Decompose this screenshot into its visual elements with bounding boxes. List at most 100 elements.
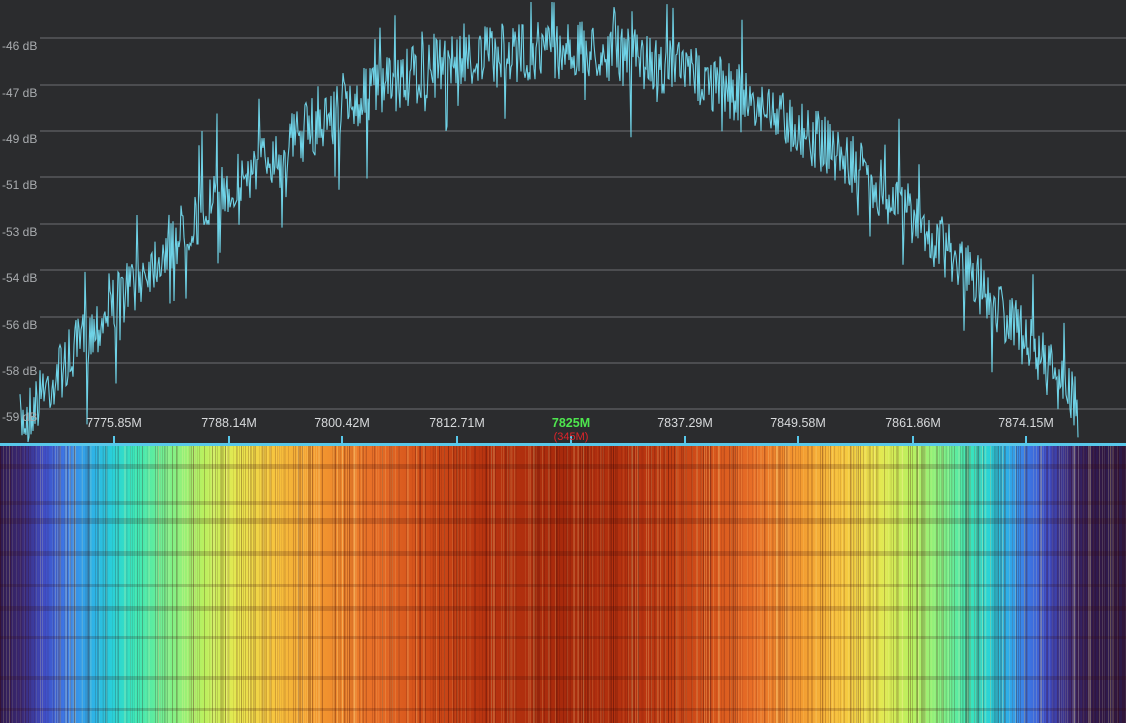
waterfall-streak xyxy=(539,446,540,723)
waterfall-streak xyxy=(419,446,420,723)
waterfall-streak xyxy=(530,446,531,723)
waterfall-streak xyxy=(308,446,309,723)
spectrum-panel[interactable]: -46 dB -47 dB -49 dB -51 dB -53 dB -54 d… xyxy=(0,0,1126,446)
waterfall-streak xyxy=(908,446,909,723)
waterfall-streak xyxy=(638,446,639,723)
waterfall-streak xyxy=(877,446,878,723)
waterfall-streak xyxy=(444,446,445,723)
waterfall-streak xyxy=(275,446,276,723)
waterfall-streak xyxy=(87,446,88,723)
waterfall-streak xyxy=(1069,446,1070,723)
waterfall-streak xyxy=(844,446,845,723)
waterfall-streak xyxy=(600,446,601,723)
waterfall-streak xyxy=(241,446,242,723)
waterfall-streak xyxy=(925,446,926,723)
waterfall-streak xyxy=(254,446,255,723)
waterfall-streak xyxy=(98,446,99,723)
waterfall-streak xyxy=(710,446,711,723)
waterfall-streak xyxy=(1039,446,1040,723)
waterfall-streak xyxy=(853,446,854,723)
waterfall-streak xyxy=(88,446,89,723)
waterfall-streak xyxy=(193,446,194,723)
waterfall-streak xyxy=(466,446,467,723)
waterfall-streak xyxy=(191,446,192,723)
waterfall-streak xyxy=(1080,446,1081,723)
waterfall-streak xyxy=(372,446,373,723)
waterfall-streak xyxy=(967,446,968,723)
waterfall-streak xyxy=(731,446,732,723)
waterfall-streak xyxy=(761,446,762,723)
waterfall-streak xyxy=(921,446,922,723)
waterfall-streak xyxy=(52,446,53,723)
waterfall-streak xyxy=(182,446,183,723)
waterfall-streak xyxy=(1046,446,1047,723)
waterfall-streak xyxy=(309,446,310,723)
waterfall-streak xyxy=(704,446,705,723)
waterfall-streak xyxy=(970,446,971,723)
waterfall-streak xyxy=(1026,446,1027,723)
waterfall-streak xyxy=(20,446,21,723)
waterfall-streak xyxy=(850,446,851,723)
waterfall-streak xyxy=(634,446,635,723)
waterfall-streak xyxy=(858,446,859,723)
waterfall-streak xyxy=(836,446,837,723)
waterfall-streak xyxy=(718,446,719,723)
waterfall-streak xyxy=(240,446,241,723)
waterfall-streak xyxy=(589,446,590,723)
waterfall-streak xyxy=(599,446,600,723)
waterfall-streak xyxy=(742,446,743,723)
waterfall-streak xyxy=(284,446,285,723)
waterfall-streak xyxy=(211,446,212,723)
waterfall-streak xyxy=(563,446,564,723)
waterfall-streak xyxy=(583,446,584,723)
waterfall-streak xyxy=(820,446,821,723)
waterfall-streak xyxy=(1057,446,1058,723)
waterfall-streak xyxy=(385,446,386,723)
waterfall-streak xyxy=(536,446,537,723)
waterfall-streak xyxy=(251,446,252,723)
waterfall-streak xyxy=(580,446,581,723)
waterfall-streak xyxy=(319,446,320,723)
waterfall-streak xyxy=(160,446,161,723)
waterfall-streak xyxy=(1110,446,1111,723)
waterfall-streak xyxy=(117,446,118,723)
waterfall-streak xyxy=(168,446,169,723)
waterfall-streak xyxy=(601,446,602,723)
waterfall-streak xyxy=(1113,446,1114,723)
waterfall-streak xyxy=(10,446,11,723)
waterfall-streak xyxy=(75,446,76,723)
waterfall-streak xyxy=(420,446,421,723)
freq-tick-label: 7874.15M xyxy=(998,416,1054,430)
waterfall-streak xyxy=(288,446,289,723)
waterfall-streak xyxy=(608,446,609,723)
waterfall-streak xyxy=(566,446,567,723)
waterfall-display[interactable] xyxy=(0,446,1126,723)
db-label: -46 dB xyxy=(2,39,38,53)
waterfall-streak xyxy=(778,446,779,723)
waterfall-streak xyxy=(1092,446,1093,723)
waterfall-streak xyxy=(375,446,376,723)
waterfall-streak xyxy=(365,446,366,723)
waterfall-streak xyxy=(266,446,267,723)
waterfall-streak xyxy=(172,446,173,723)
waterfall-streak xyxy=(310,446,311,723)
waterfall-streak xyxy=(658,446,659,723)
waterfall-streak xyxy=(107,446,108,723)
waterfall-streak xyxy=(491,446,492,723)
waterfall-streak xyxy=(860,446,861,723)
waterfall-streak xyxy=(983,446,984,723)
waterfall-streak xyxy=(311,446,312,723)
waterfall-streak xyxy=(967,446,968,723)
waterfall-streak xyxy=(1122,446,1123,723)
waterfall-streak xyxy=(716,446,717,723)
waterfall-streak xyxy=(486,446,487,723)
waterfall-streak xyxy=(777,446,778,723)
waterfall-streak xyxy=(337,446,338,723)
waterfall-streak xyxy=(735,446,736,723)
spectrum-plot[interactable] xyxy=(0,0,1126,446)
waterfall-streak xyxy=(986,446,987,723)
waterfall-streak xyxy=(388,446,389,723)
waterfall-streak xyxy=(391,446,392,723)
waterfall-streak xyxy=(1061,446,1062,723)
waterfall-streak xyxy=(628,446,629,723)
